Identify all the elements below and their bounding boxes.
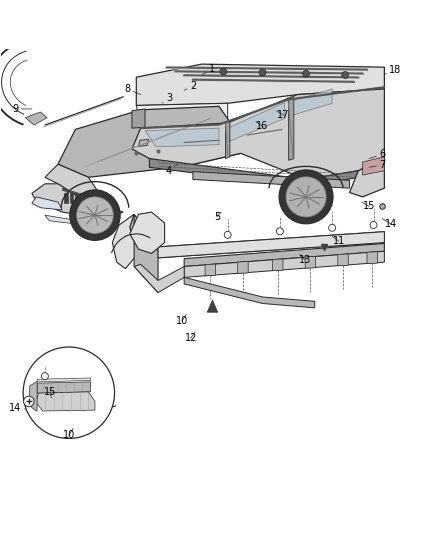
Text: 8: 8	[124, 84, 141, 94]
Circle shape	[279, 170, 333, 224]
Circle shape	[224, 231, 231, 238]
Polygon shape	[184, 251, 385, 277]
Polygon shape	[30, 382, 37, 411]
Circle shape	[259, 69, 266, 76]
Polygon shape	[184, 244, 385, 266]
Polygon shape	[184, 277, 315, 308]
Polygon shape	[136, 103, 228, 128]
Polygon shape	[289, 98, 294, 160]
Text: 16: 16	[256, 122, 268, 131]
Polygon shape	[45, 164, 97, 198]
Circle shape	[70, 190, 120, 240]
Text: 1: 1	[201, 64, 215, 75]
Text: 7: 7	[369, 160, 385, 170]
Polygon shape	[134, 264, 184, 293]
Polygon shape	[70, 192, 73, 204]
Polygon shape	[25, 112, 47, 125]
Text: 17: 17	[276, 110, 290, 120]
Polygon shape	[205, 264, 215, 276]
Polygon shape	[226, 121, 230, 158]
Polygon shape	[132, 89, 385, 180]
Polygon shape	[91, 192, 94, 204]
Text: 11: 11	[332, 236, 345, 246]
Text: 10: 10	[176, 314, 188, 326]
Polygon shape	[132, 109, 145, 128]
Polygon shape	[158, 232, 385, 258]
Polygon shape	[32, 184, 123, 219]
Text: 10: 10	[63, 429, 75, 440]
Polygon shape	[338, 254, 348, 266]
Text: 14: 14	[9, 403, 27, 413]
Polygon shape	[238, 262, 248, 273]
Polygon shape	[138, 140, 148, 147]
Polygon shape	[207, 300, 218, 312]
Text: 9: 9	[12, 104, 32, 114]
Text: 14: 14	[382, 219, 397, 229]
Polygon shape	[367, 252, 378, 263]
Text: 5: 5	[214, 212, 221, 222]
Text: 4: 4	[166, 164, 178, 176]
Text: 12: 12	[184, 332, 197, 343]
Polygon shape	[85, 192, 88, 204]
Polygon shape	[130, 212, 165, 254]
Polygon shape	[80, 192, 83, 204]
Circle shape	[42, 373, 48, 379]
Polygon shape	[272, 259, 283, 271]
Text: 15: 15	[44, 387, 57, 398]
Text: 13: 13	[299, 254, 311, 265]
Polygon shape	[75, 192, 78, 204]
Polygon shape	[289, 89, 332, 116]
Polygon shape	[134, 214, 158, 293]
Polygon shape	[141, 107, 215, 126]
Polygon shape	[32, 197, 62, 210]
Circle shape	[303, 70, 310, 77]
Polygon shape	[45, 215, 75, 224]
Circle shape	[328, 224, 336, 231]
Polygon shape	[130, 214, 385, 258]
Text: 3: 3	[162, 93, 172, 103]
Circle shape	[24, 396, 34, 407]
Polygon shape	[96, 192, 99, 204]
Circle shape	[342, 71, 349, 78]
Polygon shape	[363, 157, 385, 175]
Text: 2: 2	[184, 81, 196, 91]
Polygon shape	[37, 378, 91, 382]
Text: 18: 18	[385, 65, 401, 75]
Circle shape	[220, 68, 227, 75]
Polygon shape	[145, 128, 219, 147]
Polygon shape	[350, 158, 385, 197]
Circle shape	[286, 177, 326, 217]
Polygon shape	[58, 107, 241, 177]
Polygon shape	[36, 392, 95, 411]
Polygon shape	[113, 214, 141, 269]
Circle shape	[23, 347, 115, 439]
Text: 15: 15	[362, 201, 375, 212]
Polygon shape	[149, 158, 358, 187]
Circle shape	[370, 222, 377, 229]
Circle shape	[77, 197, 113, 233]
Polygon shape	[37, 382, 91, 393]
Polygon shape	[193, 172, 350, 188]
Polygon shape	[136, 64, 385, 106]
Polygon shape	[62, 188, 108, 204]
Polygon shape	[305, 256, 316, 268]
Text: 6: 6	[369, 149, 385, 159]
Polygon shape	[64, 192, 67, 204]
Circle shape	[276, 228, 283, 235]
Polygon shape	[228, 103, 284, 142]
